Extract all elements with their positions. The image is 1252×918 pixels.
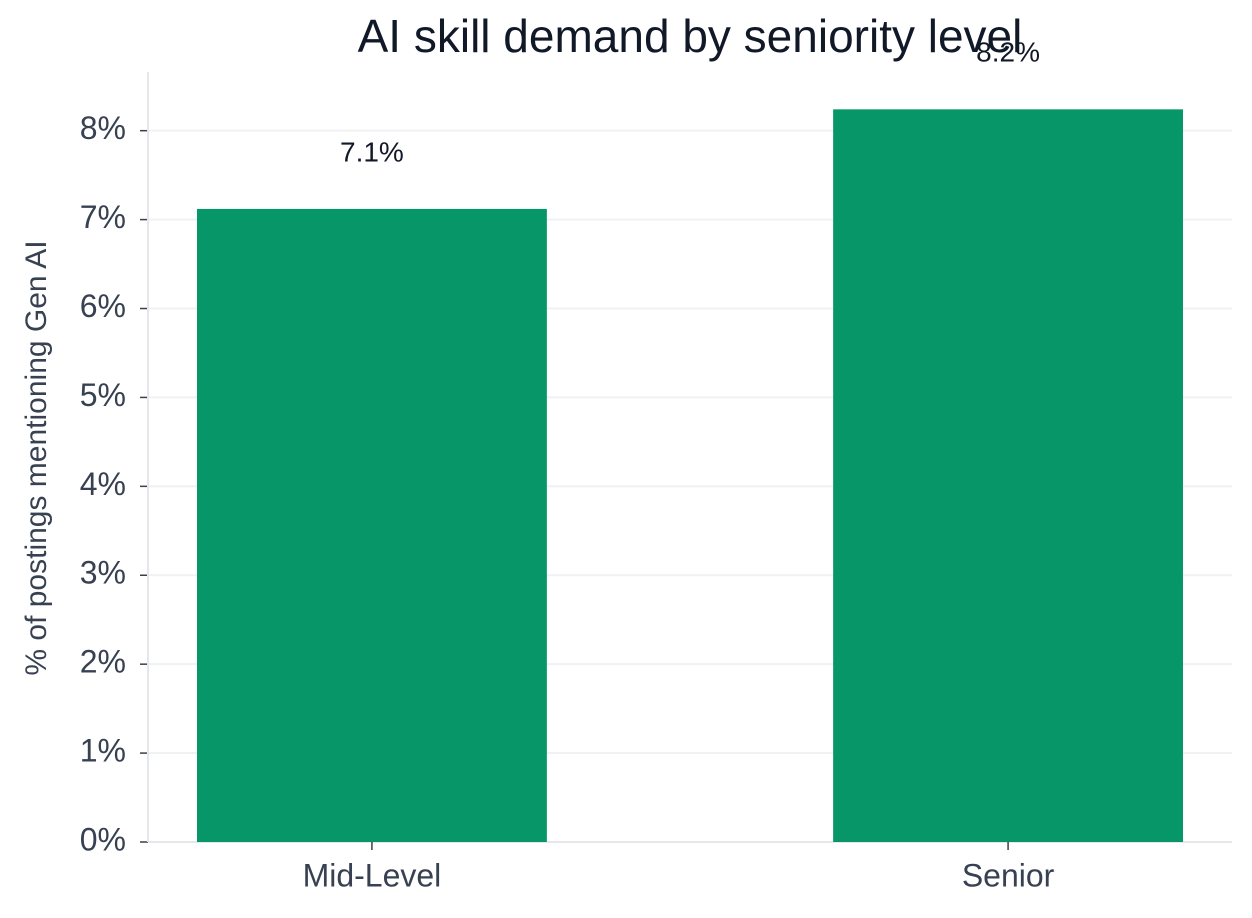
y-tick-label: 4% xyxy=(80,466,126,502)
bar xyxy=(196,208,547,842)
y-tick-label: 3% xyxy=(80,555,126,591)
y-tick-label: 8% xyxy=(80,110,126,146)
y-tick-label: 0% xyxy=(80,821,126,857)
y-tick-label: 1% xyxy=(80,733,126,769)
y-axis-label: % of postings mentioning Gen AI xyxy=(20,240,53,675)
y-tick-label: 7% xyxy=(80,199,126,235)
chart-title: AI skill demand by seniority level xyxy=(358,10,1023,62)
value-label: 8.2% xyxy=(976,37,1040,68)
x-tick-label: Mid-Level xyxy=(303,857,442,893)
bar xyxy=(833,109,1184,842)
y-tick-label: 5% xyxy=(80,377,126,413)
value-label: 7.1% xyxy=(340,136,404,167)
y-tick-label: 2% xyxy=(80,644,126,680)
y-tick-label: 6% xyxy=(80,288,126,324)
x-tick-label: Senior xyxy=(962,857,1055,893)
